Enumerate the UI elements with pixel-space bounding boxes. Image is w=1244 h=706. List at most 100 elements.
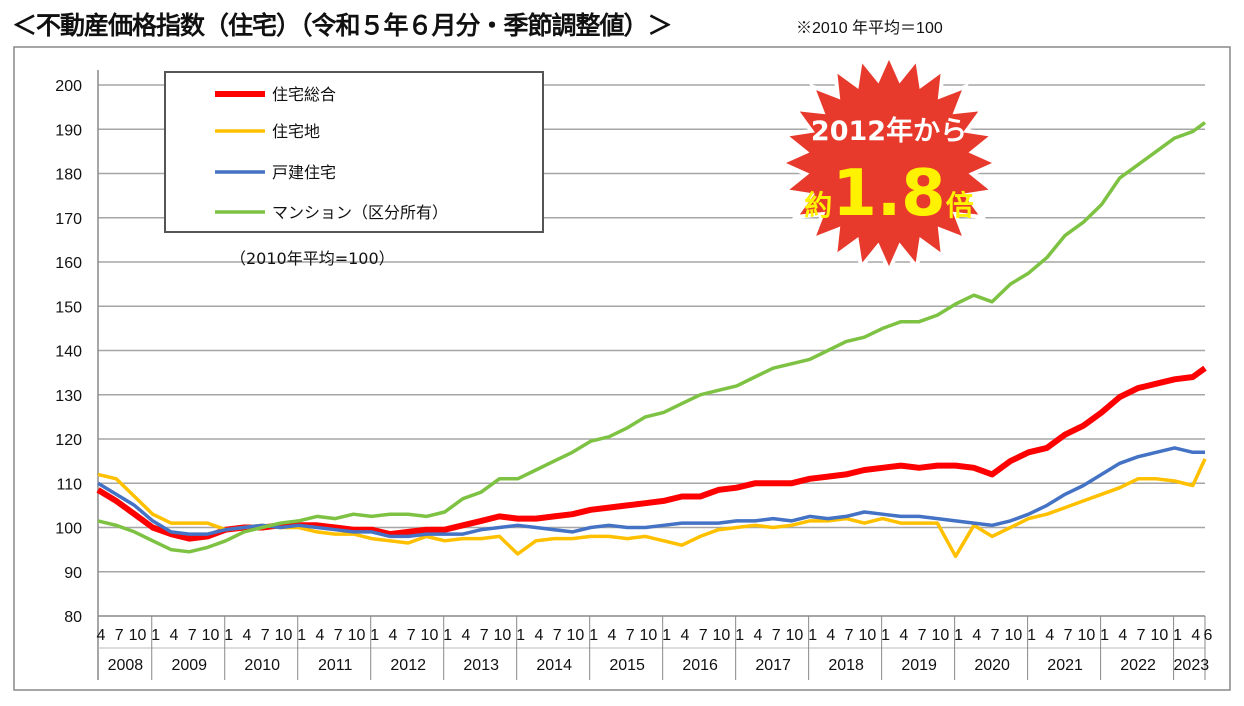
x-month-label: 10 — [421, 627, 439, 644]
x-month-label: 7 — [845, 627, 854, 644]
badge-line1: 2012年から — [811, 115, 967, 147]
y-tick-label: 170 — [55, 211, 82, 228]
base-note-label: （2010年平均=100） — [230, 249, 395, 268]
badge-suffix: 倍 — [946, 189, 974, 222]
x-month-label: 4 — [680, 627, 689, 644]
x-month-label: 1 — [1100, 627, 1109, 644]
x-month-label: 4 — [97, 627, 106, 644]
series-line-3 — [97, 121, 1207, 554]
x-year-label: 2022 — [1120, 657, 1156, 674]
chart-title: ＜不動産価格指数（住宅）（令和５年６月分・季節調整値）＞ — [12, 11, 673, 40]
x-year-label: 2017 — [755, 657, 791, 674]
base-year-note: ※2010 年平均＝100 — [796, 20, 943, 37]
starburst-shape — [776, 50, 1002, 276]
x-year-label: 2019 — [901, 657, 937, 674]
x-month-label: 4 — [607, 627, 616, 644]
x-month-label: 1 — [516, 627, 525, 644]
x-month-label: 10 — [1150, 627, 1168, 644]
x-month-label: 7 — [115, 627, 124, 644]
x-year-label: 2021 — [1047, 657, 1083, 674]
x-month-label: 1 — [224, 627, 233, 644]
x-month-label: 4 — [826, 627, 835, 644]
x-month-label: 7 — [407, 627, 416, 644]
x-month-label: 10 — [931, 627, 949, 644]
x-year-label: 2015 — [609, 657, 645, 674]
x-month-label: 1 — [589, 627, 598, 644]
x-month-label: 7 — [626, 627, 635, 644]
x-month-label: 1 — [151, 627, 160, 644]
x-year-label: 2018 — [828, 657, 864, 674]
y-tick-label: 110 — [56, 476, 82, 493]
series-line-0 — [96, 365, 1207, 542]
x-month-label: 7 — [991, 627, 1000, 644]
badge-prefix: 約 — [804, 189, 832, 222]
y-tick-label: 160 — [55, 255, 82, 272]
x-month-label: 1 — [297, 627, 306, 644]
x-year-label: 2009 — [171, 657, 207, 674]
legend-box — [164, 71, 544, 233]
y-tick-label: 120 — [55, 432, 82, 449]
x-month-label: 1 — [735, 627, 744, 644]
y-tick-label: 100 — [55, 521, 82, 538]
x-month-label: 7 — [772, 627, 781, 644]
legend-label: 住宅地 — [272, 122, 320, 141]
y-tick-label: 150 — [55, 299, 82, 316]
x-month-label: 4 — [1191, 627, 1200, 644]
x-month-label: 7 — [261, 627, 270, 644]
x-month-label: 10 — [567, 627, 585, 644]
x-month-label: 10 — [1077, 627, 1095, 644]
x-month-label: 10 — [713, 627, 731, 644]
y-tick-label: 190 — [55, 122, 82, 139]
x-month-label: 1 — [662, 627, 671, 644]
x-month-label: 1 — [443, 627, 452, 644]
x-month-label: 4 — [1118, 627, 1127, 644]
x-year-label: 2016 — [682, 657, 718, 674]
x-year-label: 2013 — [463, 657, 499, 674]
x-month-label: 4 — [972, 627, 981, 644]
x-year-label: 2011 — [318, 657, 353, 674]
x-month-label: 1 — [370, 627, 379, 644]
y-tick-label: 90 — [64, 565, 82, 582]
x-month-label: 7 — [334, 627, 343, 644]
y-tick-label: 200 — [55, 78, 82, 95]
legend-label: 戸建住宅 — [272, 163, 336, 182]
x-month-label: 10 — [494, 627, 512, 644]
legend-label: マンション（区分所有） — [272, 203, 448, 222]
x-month-label: 4 — [316, 627, 325, 644]
x-month-label: 4 — [461, 627, 470, 644]
x-year-label: 2010 — [244, 657, 280, 674]
x-month-label: 1 — [1027, 627, 1036, 644]
x-month-label: 1 — [808, 627, 817, 644]
x-year-label: 2020 — [974, 657, 1010, 674]
x-month-label: 1 — [881, 627, 890, 644]
badge-line2: 約1.8倍 — [804, 157, 973, 231]
x-month-label: 6 — [1204, 627, 1213, 644]
x-month-label: 4 — [753, 627, 762, 644]
x-month-label: 7 — [553, 627, 562, 644]
series-line-2 — [97, 446, 1205, 539]
x-month-label: 4 — [1045, 627, 1054, 644]
x-year-label: 2012 — [390, 657, 426, 674]
x-month-label: 7 — [918, 627, 927, 644]
x-year-label: 2008 — [108, 657, 144, 674]
x-month-label: 10 — [202, 627, 220, 644]
y-tick-label: 140 — [55, 344, 82, 361]
badge-number: 1.8 — [832, 157, 945, 231]
y-tick-label: 80 — [64, 609, 82, 626]
x-month-label: 4 — [389, 627, 398, 644]
legend-label: 住宅総合 — [272, 85, 336, 104]
x-month-label: 10 — [858, 627, 876, 644]
y-tick-label: 130 — [55, 388, 82, 405]
x-month-label: 7 — [480, 627, 489, 644]
x-month-label: 4 — [534, 627, 543, 644]
x-month-label: 1 — [1173, 627, 1182, 644]
x-month-label: 10 — [129, 627, 147, 644]
x-month-label: 10 — [785, 627, 803, 644]
x-month-label: 10 — [640, 627, 658, 644]
x-month-label: 4 — [899, 627, 908, 644]
x-month-label: 7 — [699, 627, 708, 644]
